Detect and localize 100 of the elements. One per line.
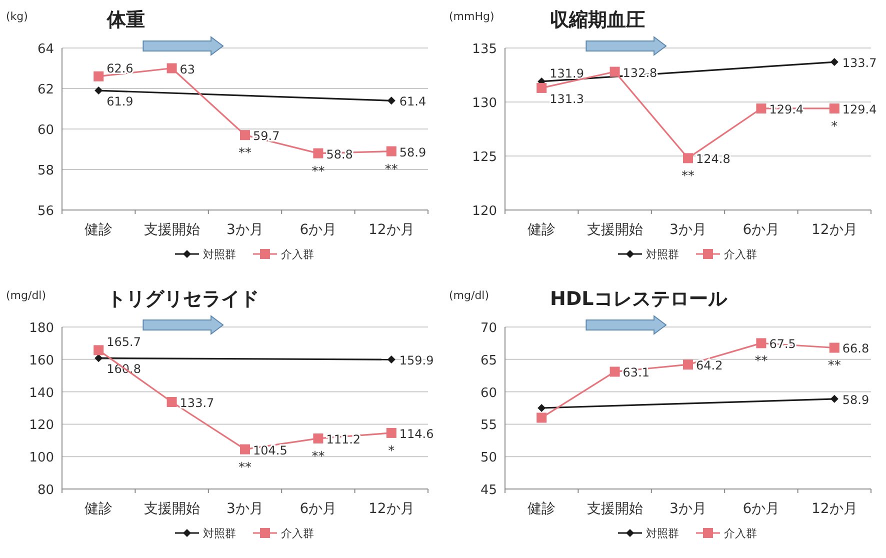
legend-label: 対照群 bbox=[646, 248, 679, 261]
y-axis-title: (kg) bbox=[6, 10, 28, 23]
legend-label: 介入群 bbox=[724, 527, 757, 540]
point bbox=[536, 412, 547, 423]
point bbox=[313, 148, 324, 158]
legend-label: 介入群 bbox=[724, 248, 757, 261]
x-tick-label: 健診 bbox=[528, 222, 556, 238]
y-axis-title: (mmHg) bbox=[449, 10, 494, 23]
data-label: 104.5 bbox=[253, 443, 288, 458]
data-label: 159.9 bbox=[399, 354, 434, 368]
annotation: ** bbox=[312, 449, 326, 464]
x-tick-label: 12か月 bbox=[811, 501, 858, 517]
annotation: ** bbox=[754, 354, 768, 370]
point bbox=[829, 342, 840, 353]
y-tick-label: 135 bbox=[472, 42, 497, 57]
data-label: 61.9 bbox=[106, 94, 134, 109]
data-label: 58.9 bbox=[399, 145, 426, 160]
point bbox=[683, 153, 693, 164]
y-tick-label: 64 bbox=[37, 42, 54, 57]
point bbox=[536, 82, 547, 93]
y-tick-label: 62 bbox=[37, 82, 54, 98]
y-tick-label: 80 bbox=[37, 483, 54, 498]
data-label: 131.9 bbox=[550, 66, 584, 80]
y-tick-label: 60 bbox=[480, 386, 497, 401]
y-tick-label: 65 bbox=[480, 353, 497, 368]
point bbox=[756, 103, 766, 114]
y-tick-label: 56 bbox=[37, 204, 54, 219]
point bbox=[166, 63, 177, 74]
y-tick-label: 125 bbox=[472, 150, 497, 165]
y-axis-title: (mg/dl) bbox=[449, 289, 490, 302]
x-tick-label: 6か月 bbox=[742, 222, 780, 238]
point bbox=[756, 338, 766, 348]
x-tick-label: 12か月 bbox=[368, 501, 414, 517]
annotation: * bbox=[388, 444, 396, 459]
chart-title: 収縮期血圧 bbox=[550, 9, 645, 31]
data-label: 165.7 bbox=[106, 335, 141, 350]
chart-title: 体重 bbox=[106, 9, 145, 31]
y-tick-label: 160 bbox=[29, 353, 54, 368]
data-label: 131.3 bbox=[550, 92, 584, 106]
x-tick-label: 12か月 bbox=[368, 222, 414, 238]
data-label: 63 bbox=[180, 62, 196, 76]
x-tick-label: 支援開始 bbox=[144, 222, 200, 238]
y-tick-label: 180 bbox=[29, 321, 54, 336]
x-tick-label: 支援開始 bbox=[586, 501, 643, 517]
data-label: 59.7 bbox=[253, 129, 280, 144]
y-axis-title: (mg/dl) bbox=[6, 289, 46, 302]
point bbox=[94, 354, 103, 362]
chart-title: HDLコレステロール bbox=[550, 288, 728, 310]
y-tick-label: 130 bbox=[472, 96, 497, 111]
x-tick-label: 健診 bbox=[84, 222, 113, 238]
y-tick-label: 120 bbox=[29, 418, 54, 434]
annotation: ** bbox=[828, 358, 842, 374]
x-tick-label: 6か月 bbox=[300, 222, 337, 238]
point bbox=[829, 103, 840, 114]
x-tick-label: 6か月 bbox=[300, 501, 337, 517]
y-tick-label: 58 bbox=[37, 164, 54, 178]
legend-label: 対照群 bbox=[203, 527, 236, 540]
point bbox=[94, 71, 104, 82]
y-tick-label: 60 bbox=[37, 123, 54, 138]
data-label: 129.4 bbox=[842, 102, 877, 116]
data-label: 61.4 bbox=[399, 94, 426, 109]
x-tick-label: 3か月 bbox=[226, 501, 264, 517]
point bbox=[386, 428, 396, 438]
y-tick-label: 70 bbox=[480, 321, 497, 336]
chart-title: トリグリセライド bbox=[107, 288, 259, 310]
legend-label: 対照群 bbox=[646, 527, 679, 540]
data-label: 111.2 bbox=[326, 432, 361, 446]
annotation: ** bbox=[384, 162, 398, 178]
y-tick-label: 100 bbox=[29, 450, 54, 466]
legend-label: 介入群 bbox=[281, 527, 314, 540]
point bbox=[313, 433, 324, 444]
annotation: ** bbox=[238, 146, 252, 162]
annotation: ** bbox=[682, 169, 695, 184]
x-tick-label: 6か月 bbox=[742, 501, 780, 517]
x-tick-label: 3か月 bbox=[226, 222, 264, 238]
legend-label: 対照群 bbox=[203, 248, 236, 261]
point bbox=[94, 86, 103, 95]
data-label: 63.1 bbox=[622, 366, 650, 380]
x-tick-label: 健診 bbox=[84, 501, 113, 517]
x-tick-label: 3か月 bbox=[670, 222, 706, 238]
data-label: 133.7 bbox=[842, 56, 877, 70]
point bbox=[538, 404, 546, 412]
point bbox=[683, 360, 693, 370]
y-tick-label: 120 bbox=[472, 204, 497, 219]
data-label: 114.6 bbox=[399, 426, 434, 441]
point bbox=[610, 366, 620, 377]
y-tick-label: 50 bbox=[480, 450, 497, 466]
y-tick-label: 55 bbox=[480, 418, 497, 434]
data-label: 62.6 bbox=[106, 61, 134, 76]
y-tick-label: 45 bbox=[480, 483, 497, 498]
x-tick-label: 3か月 bbox=[670, 501, 706, 517]
point bbox=[240, 130, 250, 140]
annotation: ** bbox=[312, 164, 326, 180]
annotation: ** bbox=[238, 460, 252, 476]
x-tick-label: 健診 bbox=[528, 501, 556, 517]
data-label: 64.2 bbox=[696, 358, 723, 373]
annotation: * bbox=[831, 119, 838, 134]
point bbox=[166, 397, 177, 408]
data-label: 66.8 bbox=[842, 342, 870, 356]
point bbox=[386, 146, 396, 156]
